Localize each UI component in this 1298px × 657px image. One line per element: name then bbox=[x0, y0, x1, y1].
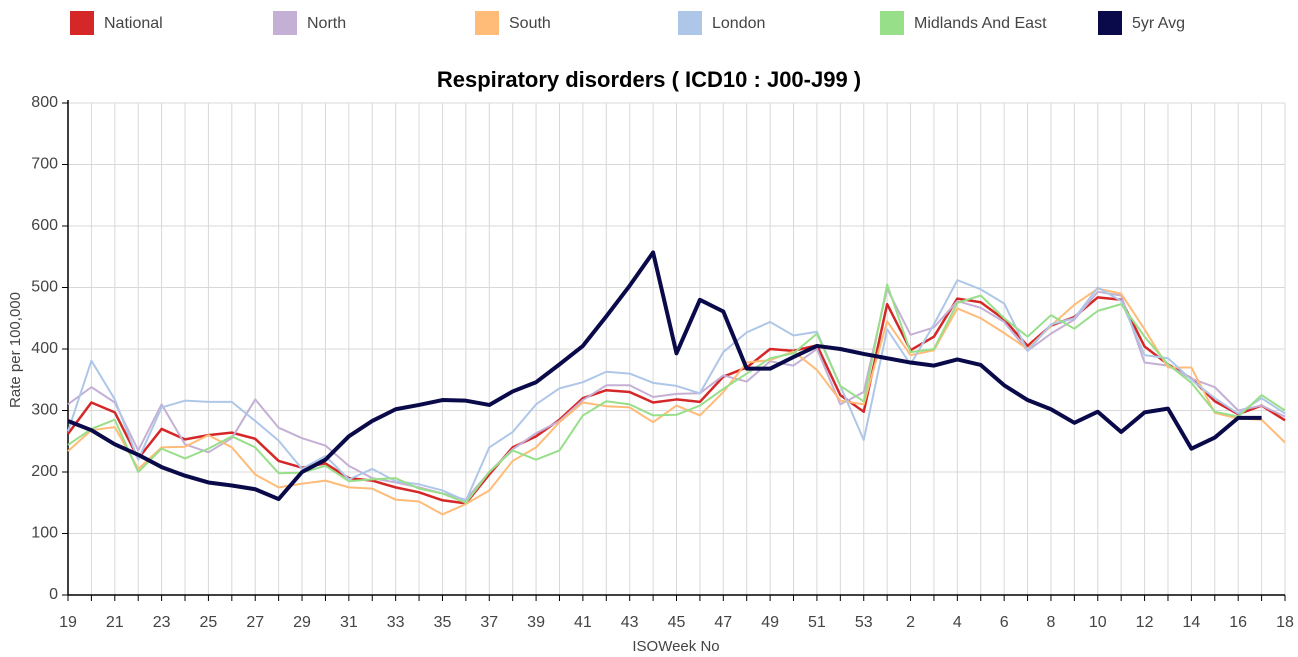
x-tick-label: 35 bbox=[434, 614, 452, 631]
y-tick-label: 100 bbox=[31, 525, 58, 542]
x-tick-label: 18 bbox=[1276, 614, 1294, 631]
y-axis-label: Rate per 100,000 bbox=[7, 292, 24, 408]
x-axis-label: ISOWeek No bbox=[632, 638, 719, 655]
x-tick-label: 6 bbox=[1000, 614, 1009, 631]
legend-label[interactable]: National bbox=[104, 15, 163, 32]
legend-label[interactable]: London bbox=[712, 15, 765, 32]
legend-swatch[interactable] bbox=[678, 11, 702, 35]
x-tick-label: 29 bbox=[293, 614, 311, 631]
x-tick-label: 39 bbox=[527, 614, 545, 631]
x-tick-label: 41 bbox=[574, 614, 592, 631]
x-tick-label: 51 bbox=[808, 614, 826, 631]
x-tick-label: 47 bbox=[714, 614, 732, 631]
legend-swatch[interactable] bbox=[1098, 11, 1122, 35]
y-tick-label: 400 bbox=[31, 340, 58, 357]
series-line bbox=[67, 279, 1286, 502]
legend-label[interactable]: North bbox=[307, 15, 346, 32]
legend-label[interactable]: 5yr Avg bbox=[1132, 15, 1185, 32]
y-tick-label: 200 bbox=[31, 463, 58, 480]
x-tick-label: 2 bbox=[906, 614, 915, 631]
y-tick-label: 500 bbox=[31, 279, 58, 296]
x-tick-label: 16 bbox=[1229, 614, 1247, 631]
x-tick-label: 10 bbox=[1089, 614, 1107, 631]
x-tick-label: 53 bbox=[855, 614, 873, 631]
x-tick-label: 43 bbox=[621, 614, 639, 631]
series-line bbox=[67, 250, 1262, 502]
y-tick-label: 300 bbox=[31, 402, 58, 419]
x-tick-label: 27 bbox=[246, 614, 264, 631]
x-tick-label: 31 bbox=[340, 614, 358, 631]
legend-label[interactable]: South bbox=[509, 15, 551, 32]
legend-swatch[interactable] bbox=[70, 11, 94, 35]
series-line bbox=[67, 287, 1286, 516]
series-line bbox=[67, 287, 1286, 501]
x-tick-label: 4 bbox=[953, 614, 962, 631]
chart-title: Respiratory disorders ( ICD10 : J00-J99 … bbox=[437, 67, 861, 92]
y-tick-label: 800 bbox=[31, 94, 58, 111]
x-tick-label: 8 bbox=[1047, 614, 1056, 631]
x-tick-label: 25 bbox=[200, 614, 218, 631]
series-line bbox=[67, 283, 1286, 504]
legend-swatch[interactable] bbox=[880, 11, 904, 35]
x-tick-label: 37 bbox=[480, 614, 498, 631]
y-tick-label: 0 bbox=[49, 586, 58, 603]
x-tick-label: 49 bbox=[761, 614, 779, 631]
x-tick-label: 21 bbox=[106, 614, 124, 631]
x-tick-label: 12 bbox=[1136, 614, 1154, 631]
x-tick-label: 19 bbox=[59, 614, 77, 631]
x-tick-label: 14 bbox=[1182, 614, 1200, 631]
x-tick-label: 23 bbox=[153, 614, 171, 631]
y-tick-label: 700 bbox=[31, 156, 58, 173]
legend-swatch[interactable] bbox=[273, 11, 297, 35]
x-tick-label: 33 bbox=[387, 614, 405, 631]
x-tick-label: 45 bbox=[668, 614, 686, 631]
legend-label[interactable]: Midlands And East bbox=[914, 15, 1047, 32]
y-tick-label: 600 bbox=[31, 217, 58, 234]
legend-swatch[interactable] bbox=[475, 11, 499, 35]
